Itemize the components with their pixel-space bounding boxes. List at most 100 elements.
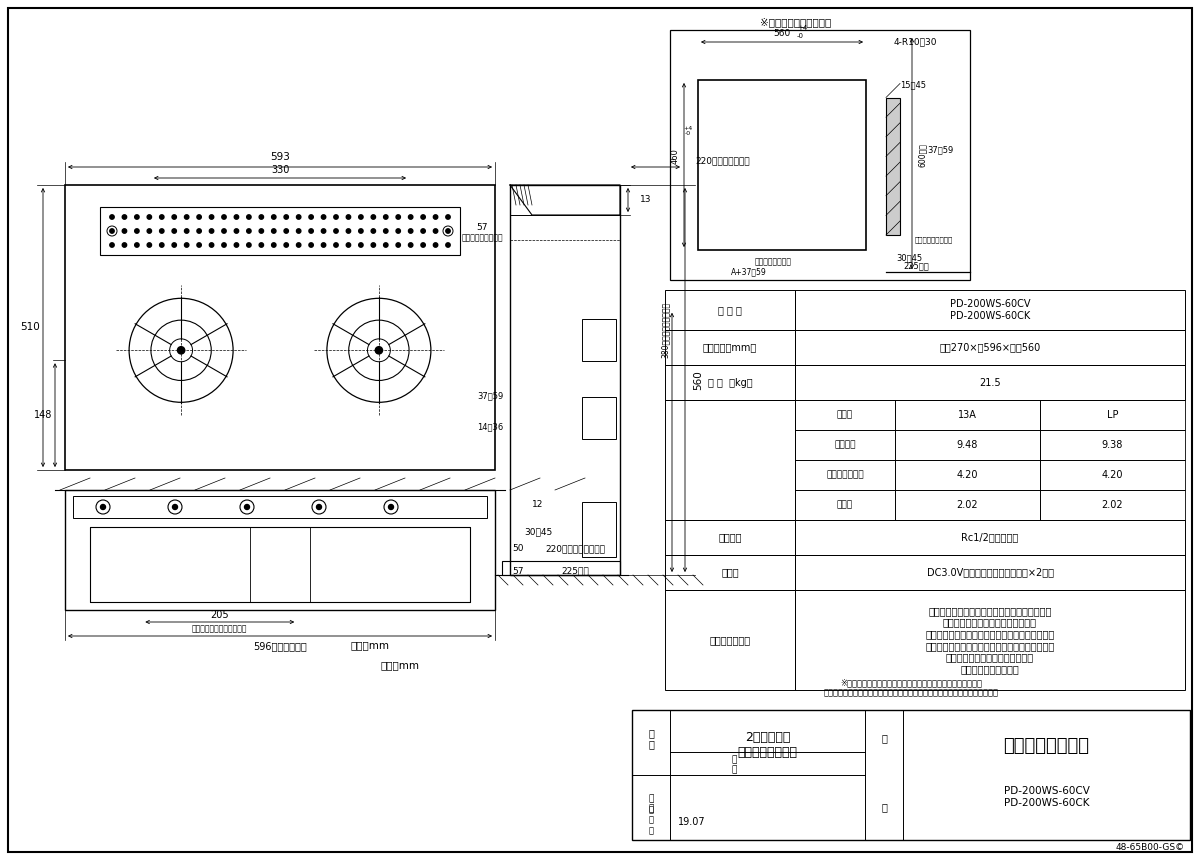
Text: 220（グリル取手部）: 220（グリル取手部） (545, 544, 605, 553)
Bar (665, 555, 796, 590)
Text: 電　源: 電 源 (721, 568, 739, 578)
Circle shape (359, 243, 364, 247)
Circle shape (110, 229, 114, 233)
Circle shape (160, 215, 164, 219)
Bar (665, 330, 796, 365)
Bar (895, 490, 1040, 520)
Bar (796, 520, 1186, 555)
Text: 13: 13 (640, 195, 652, 205)
Text: 560: 560 (773, 29, 791, 39)
Circle shape (209, 215, 214, 219)
Circle shape (347, 215, 350, 219)
Text: グリル: グリル (836, 501, 853, 509)
Text: ※仕様は改良のためお知らせせずに変更することがあります。
又、表数値は、標準ですので、ガス種によって数値が変わることがあります。: ※仕様は改良のためお知らせせずに変更することがあります。 又、表数値は、標準です… (823, 679, 998, 697)
Bar (895, 460, 1040, 490)
Text: 330: 330 (271, 165, 289, 175)
Text: 30～45: 30～45 (896, 254, 922, 262)
Circle shape (284, 229, 288, 233)
Text: 高さ270×幅596×奥行560: 高さ270×幅596×奥行560 (940, 342, 1040, 353)
Circle shape (408, 243, 413, 247)
Text: 48-65B00-GS©: 48-65B00-GS© (1116, 844, 1186, 852)
Text: （ガス下方、後方接続口）: （ガス下方、後方接続口） (192, 624, 247, 634)
Circle shape (134, 243, 139, 247)
Text: 37～59: 37～59 (926, 145, 953, 155)
Circle shape (234, 243, 239, 247)
Circle shape (384, 243, 388, 247)
Text: 単位：mm: 単位：mm (380, 660, 420, 670)
Bar (895, 430, 1040, 460)
Text: キャビネット扉前面: キャビネット扉前面 (914, 237, 953, 243)
Circle shape (296, 215, 301, 219)
Text: 225以上: 225以上 (562, 567, 589, 575)
Circle shape (446, 243, 450, 247)
Circle shape (433, 215, 438, 219)
Bar (796, 460, 895, 490)
Text: 接続方法: 接続方法 (719, 532, 742, 543)
Bar (65, 185, 496, 470)
Text: 205: 205 (210, 610, 229, 620)
Bar (90, 527, 470, 602)
Bar (1040, 490, 1186, 520)
Bar (796, 490, 895, 520)
Circle shape (148, 243, 151, 247)
Circle shape (245, 505, 250, 509)
Text: 商 品 名: 商 品 名 (718, 305, 742, 315)
Circle shape (396, 215, 401, 219)
Text: 19.07: 19.07 (678, 817, 706, 827)
Text: 株式会社　パロマ: 株式会社 パロマ (1003, 737, 1090, 755)
Circle shape (296, 243, 301, 247)
Text: 460: 460 (671, 149, 680, 164)
Text: 50: 50 (512, 544, 523, 553)
Circle shape (247, 229, 251, 233)
Text: ワークトップ前面: ワークトップ前面 (755, 257, 792, 267)
Circle shape (271, 243, 276, 247)
Circle shape (308, 243, 313, 247)
Circle shape (173, 505, 178, 509)
Bar (665, 365, 796, 400)
Text: 2.02: 2.02 (1102, 500, 1123, 510)
Circle shape (421, 229, 425, 233)
Circle shape (408, 229, 413, 233)
Text: DC3.0V（単一形アルカリ乾電池×2本）: DC3.0V（単一形アルカリ乾電池×2本） (926, 568, 1054, 578)
Text: 12: 12 (533, 501, 544, 509)
Text: 9.48: 9.48 (956, 440, 978, 450)
Bar (895, 400, 1040, 430)
Text: 593: 593 (270, 152, 290, 162)
Bar (100, 207, 460, 255)
Circle shape (160, 243, 164, 247)
Text: 220（ビス頭含む）: 220（ビス頭含む） (695, 157, 750, 165)
Text: 21.5: 21.5 (979, 378, 1001, 388)
Circle shape (334, 229, 338, 233)
Text: 560: 560 (694, 370, 703, 390)
Circle shape (209, 243, 214, 247)
Circle shape (209, 229, 214, 233)
Circle shape (122, 215, 127, 219)
Circle shape (185, 215, 188, 219)
Text: PD-200WS-60CV
PD-200WS-60CK: PD-200WS-60CV PD-200WS-60CK (949, 299, 1031, 321)
Circle shape (110, 243, 114, 247)
Circle shape (334, 243, 338, 247)
Bar (582, 502, 616, 557)
Text: （ガス後方接続口）: （ガス後方接続口） (461, 234, 503, 243)
Bar (582, 318, 616, 360)
Text: A+37～59: A+37～59 (731, 267, 767, 277)
Text: 式: 式 (881, 802, 887, 813)
Bar (665, 590, 796, 690)
Circle shape (284, 215, 288, 219)
Circle shape (371, 215, 376, 219)
Text: 外形寸法（mm）: 外形寸法（mm） (703, 342, 757, 353)
Text: 14～36: 14～36 (476, 422, 503, 432)
Circle shape (271, 229, 276, 233)
Circle shape (371, 229, 376, 233)
Circle shape (317, 505, 322, 509)
Circle shape (197, 243, 202, 247)
Circle shape (197, 215, 202, 219)
Circle shape (134, 215, 139, 219)
Circle shape (259, 243, 264, 247)
Circle shape (172, 229, 176, 233)
Text: 9.38: 9.38 (1102, 440, 1123, 450)
Text: 57: 57 (512, 567, 523, 575)
Circle shape (296, 229, 301, 233)
Text: 強火力バーナー: 強火力バーナー (826, 470, 864, 480)
Text: 510: 510 (20, 322, 40, 333)
